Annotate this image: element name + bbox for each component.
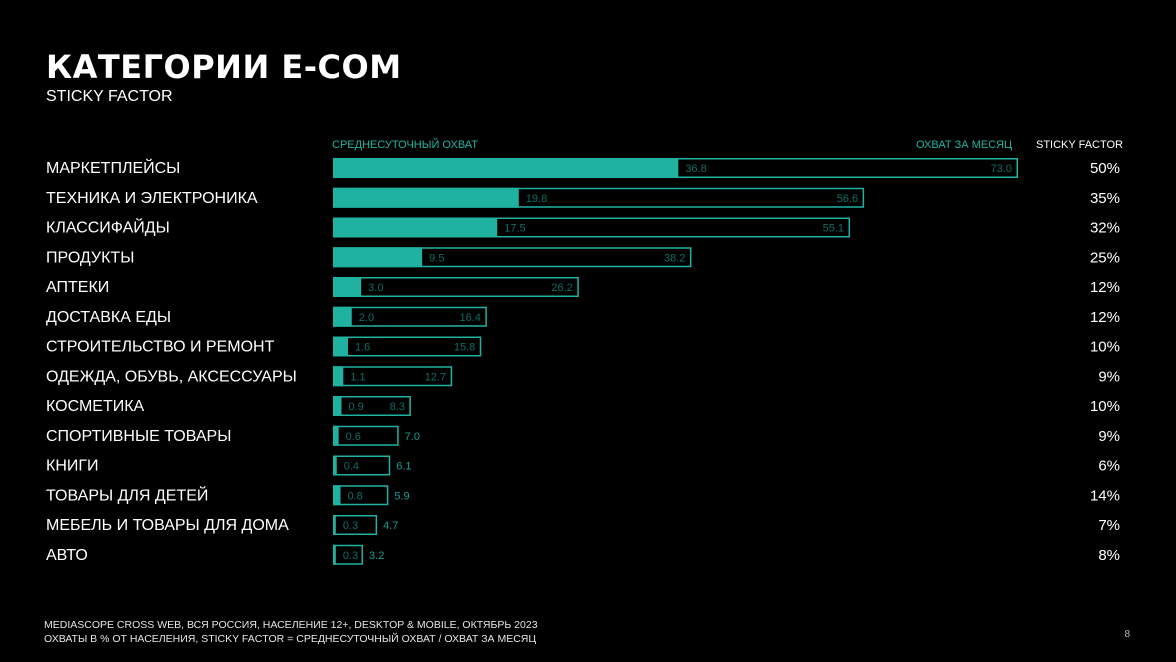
monthly-reach-value: 15.8 — [454, 342, 475, 354]
daily-reach-bar — [333, 396, 342, 416]
category-label: ПРОДУКТЫ — [46, 249, 134, 266]
daily-reach-bar — [333, 425, 339, 446]
category-label: ТОВАРЫ ДЛЯ ДЕТЕЙ — [46, 485, 208, 504]
monthly-reach-value: 38.2 — [664, 252, 685, 264]
category-label: КЛАССИФАЙДЫ — [46, 218, 170, 237]
page-subtitle: STICKY FACTOR — [46, 88, 173, 105]
footnote-source: MEDIASCOPE CROSS WEB, ВСЯ РОССИЯ, НАСЕЛЕ… — [44, 619, 538, 631]
sticky-factor-value: 32% — [1090, 220, 1120, 237]
daily-reach-value: 0.4 — [344, 461, 359, 473]
column-header-daily-reach: СРЕДНЕСУТОЧНЫЙ ОХВАТ — [332, 139, 478, 151]
sticky-factor-value: 50% — [1090, 160, 1120, 177]
monthly-reach-value: 73.0 — [991, 163, 1012, 175]
category-label: ОДЕЖДА, ОБУВЬ, АКСЕССУАРЫ — [46, 368, 297, 385]
page-number: 8 — [1124, 629, 1130, 640]
sticky-factor-value: 14% — [1090, 487, 1120, 504]
daily-reach-value: 19.8 — [526, 193, 547, 205]
category-label: КНИГИ — [46, 458, 99, 475]
category-label: МАРКЕТПЛЕЙСЫ — [46, 158, 180, 177]
monthly-reach-value: 8.3 — [390, 401, 405, 413]
monthly-reach-value: 3.2 — [369, 550, 384, 562]
daily-reach-bar — [333, 455, 337, 476]
column-header-monthly-reach: ОХВАТ ЗА МЕСЯЦ — [916, 139, 1013, 151]
sticky-factor-value: 6% — [1098, 458, 1120, 475]
category-label: МЕБЕЛЬ И ТОВАРЫ ДЛЯ ДОМА — [46, 517, 289, 534]
sticky-factor-value: 8% — [1098, 547, 1120, 564]
daily-reach-value: 0.6 — [346, 431, 361, 443]
monthly-reach-value: 4.7 — [383, 520, 398, 532]
monthly-reach-value: 7.0 — [405, 431, 420, 443]
daily-reach-value: 1.1 — [350, 371, 365, 383]
category-label: ДОСТАВКА ЕДЫ — [46, 309, 171, 326]
monthly-reach-value: 6.1 — [396, 461, 411, 473]
sticky-factor-value: 9% — [1098, 428, 1120, 445]
monthly-reach-value: 56.6 — [837, 193, 858, 205]
daily-reach-bar — [333, 158, 679, 178]
sticky-factor-value: 10% — [1090, 339, 1120, 356]
daily-reach-value: 0.3 — [343, 550, 358, 562]
page-title: КАТЕГОРИИ E-COM — [46, 48, 402, 86]
ecom-bar-chart: МАРКЕТПЛЕЙСЫ 36.8 73.0 50% ТЕХНИКА И ЭЛЕКТРО… — [46, 158, 1120, 565]
category-label: ТЕХНИКА И ЭЛЕКТРОНИКА — [46, 190, 258, 207]
category-label: АПТЕКИ — [46, 279, 109, 296]
category-label: АВТО — [46, 547, 88, 564]
footnote-definition: ОХВАТЫ В % ОТ НАСЕЛЕНИЯ, STICKY FACTOR =… — [44, 633, 537, 645]
monthly-reach-value: 55.1 — [823, 223, 844, 235]
daily-reach-bar — [333, 187, 519, 208]
category-label: СТРОИТЕЛЬСТВО И РЕМОНТ — [46, 339, 275, 356]
daily-reach-value: 1.6 — [355, 342, 370, 354]
daily-reach-bar — [333, 306, 352, 327]
daily-reach-bar — [333, 515, 336, 535]
sticky-factor-value: 9% — [1098, 368, 1120, 385]
sticky-factor-value: 7% — [1098, 517, 1120, 534]
sticky-factor-value: 35% — [1090, 190, 1120, 207]
category-label: КОСМЕТИКА — [46, 398, 145, 415]
daily-reach-value: 2.0 — [359, 312, 374, 324]
daily-reach-value: 3.0 — [368, 282, 383, 294]
daily-reach-bar — [333, 217, 498, 238]
monthly-reach-value: 5.9 — [394, 490, 409, 502]
sticky-factor-value: 25% — [1090, 249, 1120, 266]
monthly-reach-value: 16.4 — [459, 312, 480, 324]
category-label: СПОРТИВНЫЕ ТОВАРЫ — [46, 428, 231, 445]
column-header-sticky-factor: STICKY FACTOR — [1036, 139, 1124, 151]
daily-reach-value: 0.3 — [343, 520, 358, 532]
sticky-factor-value: 10% — [1090, 398, 1120, 415]
daily-reach-value: 0.9 — [348, 401, 363, 413]
monthly-reach-value: 26.2 — [551, 282, 572, 294]
daily-reach-value: 36.8 — [685, 163, 706, 175]
daily-reach-value: 17.5 — [504, 223, 525, 235]
daily-reach-bar — [333, 485, 341, 506]
sticky-factor-value: 12% — [1090, 279, 1120, 296]
monthly-reach-value: 12.7 — [425, 371, 446, 383]
daily-reach-bar — [333, 544, 336, 565]
monthly-reach-bar — [333, 455, 391, 476]
daily-reach-value: 9.5 — [429, 252, 444, 264]
daily-reach-bar — [333, 366, 344, 387]
daily-reach-bar — [333, 277, 362, 297]
daily-reach-bar — [333, 336, 349, 357]
daily-reach-value: 0.8 — [348, 490, 363, 502]
daily-reach-bar — [333, 247, 423, 268]
monthly-reach-bar — [333, 425, 399, 446]
sticky-factor-value: 12% — [1090, 309, 1120, 326]
